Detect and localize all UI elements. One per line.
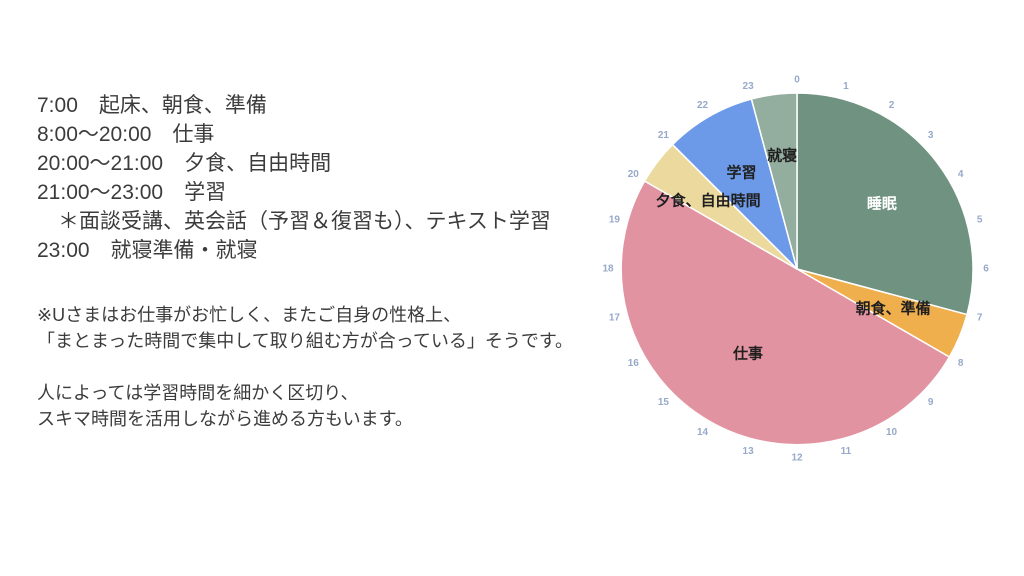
clock-hour-label: 11: [841, 446, 852, 457]
daily-schedule-text-block: 7:00 起床、朝食、準備 8:00〜20:00 仕事 20:00〜21:00 夕食…: [37, 91, 551, 265]
note-line: [37, 354, 573, 380]
clock-hour-label: 3: [928, 130, 934, 141]
pie-segment-label-work: 仕事: [732, 344, 763, 362]
clock-hour-label: 9: [928, 397, 934, 408]
clock-hour-label: 10: [886, 427, 898, 438]
clock-hour-label: 7: [977, 312, 983, 323]
clock-hour-label: 4: [958, 169, 964, 180]
schedule-line: 20:00〜21:00 夕食、自由時間: [37, 152, 332, 175]
clock-hour-label: 15: [658, 397, 670, 408]
pie-segment-label-bedtime: 就寝: [767, 147, 797, 165]
clock-hour-label: 14: [697, 427, 709, 438]
pie-segment-bedtime: [750, 92, 798, 270]
pie-segment-label-dinner-free-time: 夕食、自由時間: [656, 191, 761, 209]
pie-segment-study: [671, 98, 798, 270]
schedule-line: 23:00 就寝準備・就寝: [37, 239, 258, 262]
clock-hour-label: 6: [983, 264, 989, 275]
clock-hour-label: 5: [977, 215, 983, 226]
clock-hour-label: 20: [628, 169, 640, 180]
schedule-line: 7:00 起床、朝食、準備: [37, 94, 267, 117]
clock-hour-label: 1: [843, 81, 849, 92]
note-line: 人によっては学習時間を細かく区切り、: [37, 383, 359, 403]
clock-hour-label: 19: [609, 215, 621, 226]
pie-segment-sleep: [796, 92, 974, 316]
clock-hour-label: 0: [794, 75, 800, 86]
clock-hour-label: 18: [602, 264, 614, 275]
clock-hour-label: 13: [743, 446, 755, 457]
schedule-line: 8:00〜20:00 仕事: [37, 123, 215, 146]
clock-hour-label: 21: [658, 130, 670, 141]
clock-hour-label: 22: [697, 100, 709, 111]
pie-segment-label-breakfast-prep: 朝食、準備: [856, 299, 931, 317]
clock-hour-label: 23: [743, 81, 755, 92]
pie-segment-label-study: 学習: [726, 163, 756, 181]
clock-hour-label: 16: [628, 358, 640, 369]
clock-hour-label: 8: [958, 358, 964, 369]
note-line: ※Uさまはお仕事がお忙しく、またご自身の性格上、: [37, 305, 462, 325]
note-text-block: ※Uさまはお仕事がお忙しく、またご自身の性格上、「まとまった時間で集中して取り組…: [37, 302, 573, 432]
pie-segment-work: [620, 180, 951, 446]
schedule-line: 21:00〜23:00 学習: [37, 181, 227, 204]
clock-hour-label: 2: [889, 100, 895, 111]
schedule-line: ＊面談受講、英会話（予習＆復習も）、テキスト学習: [37, 210, 551, 233]
daily-schedule-pie-chart: 睡眠朝食、準備仕事夕食、自由時間学習就寝01234567891011121314…: [602, 75, 989, 464]
note-line: 「まとまった時間で集中して取り組む方が合っている」そうです。: [37, 331, 574, 351]
note-line: スキマ時間を活用しながら進める方もいます。: [37, 409, 413, 429]
clock-hour-label: 12: [791, 453, 803, 464]
pie-segment-label-sleep: 睡眠: [867, 194, 897, 212]
clock-hour-label: 17: [609, 312, 621, 323]
